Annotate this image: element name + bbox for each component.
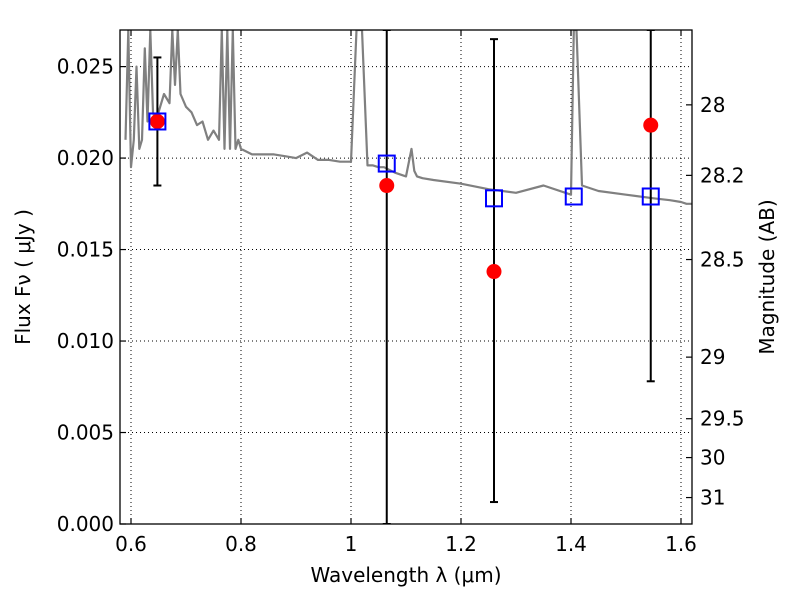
x-axis-label: Wavelength λ (μm) [310, 563, 501, 587]
observed-point [379, 178, 395, 194]
model-point [485, 189, 503, 208]
spectrum-layer [124, 30, 692, 205]
model-point [564, 187, 583, 206]
magnitude-tick-label: 28 [700, 93, 725, 117]
grid-lines [120, 30, 692, 525]
x-tick-label: 1 [345, 532, 358, 556]
y-tick-label: 0.020 [57, 146, 114, 170]
magnitude-tick-label: 28.5 [700, 248, 745, 272]
y-tick-label: 0.000 [57, 512, 114, 536]
magnitude-tick-label: 29 [700, 345, 725, 369]
observed-point [643, 117, 659, 133]
magnitude-tick-label: 31 [700, 486, 725, 510]
model-point [148, 112, 167, 131]
x-tick-label: 1.2 [445, 532, 477, 556]
observed-point [486, 264, 502, 280]
x-tick-label: 1.4 [555, 532, 587, 556]
model-point [641, 187, 660, 206]
y-tick-label: 0.025 [57, 55, 114, 79]
magnitude-tick-label: 28.2 [700, 163, 745, 187]
model-point [377, 154, 396, 173]
y-axis-label: Flux Fν ( μJy ) [11, 209, 35, 345]
magnitude-tick-label: 30 [700, 446, 725, 470]
magnitude-tick-label: 29.5 [700, 407, 745, 431]
magnitude-axis: 28 28.2 28.5 29 29.5 30 31 [686, 93, 745, 510]
y-axis: 0.000 0.005 0.010 0.015 0.020 0.025 [57, 55, 126, 536]
plot-frame [119, 29, 693, 525]
marker-layer [148, 112, 660, 280]
y-tick-label: 0.005 [57, 421, 114, 445]
x-tick-label: 0.6 [115, 532, 147, 556]
plot-area [124, 30, 692, 524]
y-tick-label: 0.015 [57, 238, 114, 262]
x-tick-label: 1.6 [665, 532, 697, 556]
spectrum-line [124, 30, 692, 205]
x-tick-label: 0.8 [225, 532, 257, 556]
magnitude-axis-label: Magnitude (AB) [755, 199, 779, 354]
y-tick-label: 0.010 [57, 329, 114, 353]
x-axis: 0.6 0.8 1 1.2 1.4 1.6 [115, 30, 697, 556]
observed-point [149, 113, 165, 129]
